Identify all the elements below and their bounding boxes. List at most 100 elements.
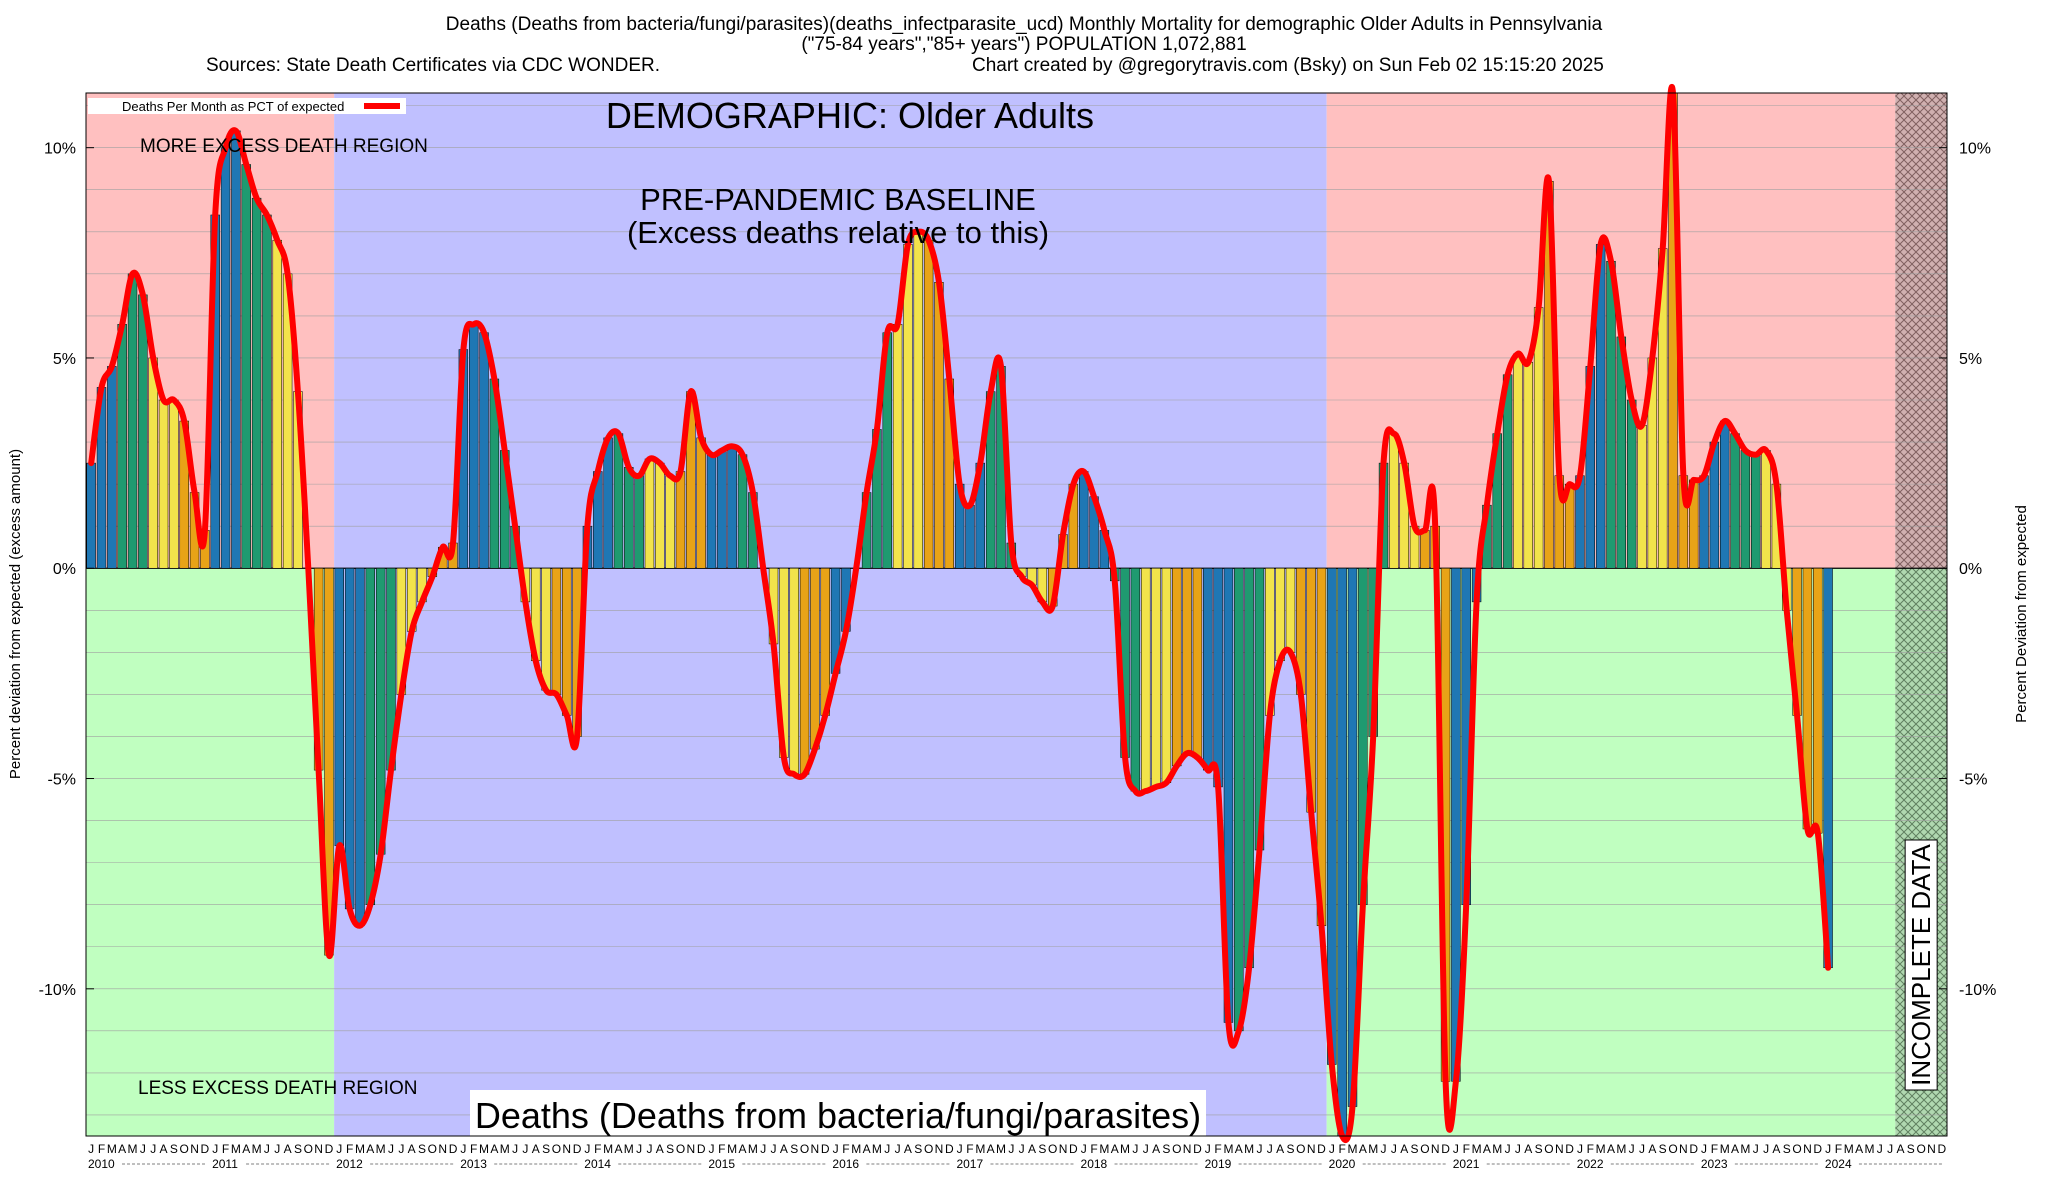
bar	[1524, 362, 1533, 568]
x-month-label: A	[242, 1142, 250, 1156]
bar	[480, 333, 489, 569]
x-month-label: J	[1329, 1142, 1335, 1156]
x-month-label: J	[1515, 1142, 1521, 1156]
bar	[624, 467, 633, 568]
x-month-label: D	[1813, 1142, 1822, 1156]
x-month-label: M	[975, 1142, 985, 1156]
x-year-label: 2019	[1205, 1157, 1232, 1171]
x-month-label: J	[274, 1142, 280, 1156]
bar	[1172, 568, 1181, 766]
x-month-label: J	[895, 1142, 901, 1156]
bar	[87, 463, 96, 568]
y-tick-label-left: -10%	[39, 982, 76, 999]
x-month-label: A	[1483, 1142, 1491, 1156]
bar	[149, 358, 158, 568]
x-month-label: O	[1544, 1142, 1553, 1156]
x-year-label: 2013	[460, 1157, 487, 1171]
bar	[128, 274, 137, 568]
x-month-label: A	[904, 1142, 912, 1156]
bar	[1762, 450, 1771, 568]
x-month-label: M	[376, 1142, 386, 1156]
x-month-label: M	[1720, 1142, 1730, 1156]
x-month-label: J	[1381, 1142, 1387, 1156]
x-month-label: A	[1235, 1142, 1243, 1156]
x-month-label: N	[438, 1142, 447, 1156]
x-month-label: O	[1668, 1142, 1677, 1156]
x-year-label: 2017	[956, 1157, 983, 1171]
x-month-label: A	[614, 1142, 622, 1156]
x-month-label: F	[966, 1142, 973, 1156]
x-month-label: A	[1648, 1142, 1656, 1156]
x-month-label: M	[128, 1142, 138, 1156]
chart-title: DEMOGRAPHIC: Older Adults	[606, 95, 1094, 136]
bar	[1079, 472, 1088, 569]
x-month-label: D	[1441, 1142, 1450, 1156]
x-month-label: D	[1689, 1142, 1698, 1156]
x-month-label: A	[1400, 1142, 1408, 1156]
x-month-label: J	[1081, 1142, 1087, 1156]
x-month-label: N	[1307, 1142, 1316, 1156]
x-month-label: A	[739, 1142, 747, 1156]
x-month-label: F	[594, 1142, 601, 1156]
x-month-label: J	[150, 1142, 156, 1156]
x-month-label: J	[1577, 1142, 1583, 1156]
x-month-label: O	[1296, 1142, 1305, 1156]
y-tick-label-left: 10%	[44, 141, 76, 158]
bar	[1420, 530, 1429, 568]
bar	[1152, 568, 1161, 787]
bar	[717, 450, 726, 568]
x-month-label: O	[304, 1142, 313, 1156]
x-month-label: A	[1772, 1142, 1780, 1156]
y-tick-label-left: 0%	[53, 561, 76, 578]
bar	[159, 400, 168, 568]
x-month-label: A	[1731, 1142, 1739, 1156]
x-month-label: D	[1937, 1142, 1946, 1156]
x-month-label: J	[1391, 1142, 1397, 1156]
x-month-label: M	[1368, 1142, 1378, 1156]
x-month-label: A	[1359, 1142, 1367, 1156]
x-month-label: M	[1348, 1142, 1358, 1156]
x-year-label: 2020	[1329, 1157, 1356, 1171]
x-year-label: 2012	[336, 1157, 363, 1171]
x-month-label: O	[1048, 1142, 1057, 1156]
x-month-label: M	[1492, 1142, 1502, 1156]
x-month-label: M	[872, 1142, 882, 1156]
x-month-label: M	[996, 1142, 1006, 1156]
x-month-label: O	[800, 1142, 809, 1156]
bar	[1627, 400, 1636, 568]
x-month-label: D	[449, 1142, 458, 1156]
less-excess-label: LESS EXCESS DEATH REGION	[138, 1078, 417, 1099]
legend: Deaths Per Month as PCT of expected	[88, 98, 406, 114]
bar	[1183, 568, 1192, 753]
bar	[335, 568, 344, 846]
x-month-label: A	[1111, 1142, 1119, 1156]
y-tick-label-right: -5%	[1959, 772, 1987, 789]
x-month-label: A	[1607, 1142, 1615, 1156]
incomplete-region-top	[1895, 93, 1947, 568]
bar	[1276, 568, 1285, 661]
x-month-label: J	[760, 1142, 766, 1156]
header-line-3-right: Chart created by @gregorytravis.com (Bsk…	[972, 55, 1604, 76]
x-month-label: F	[470, 1142, 477, 1156]
x-month-label: A	[656, 1142, 664, 1156]
x-month-label: J	[140, 1142, 146, 1156]
x-month-label: O	[428, 1142, 437, 1156]
incomplete-data-marker: INCOMPLETE DATA	[1905, 840, 1937, 1090]
x-month-label: J	[1453, 1142, 1459, 1156]
x-month-label: D	[1193, 1142, 1202, 1156]
bar	[242, 164, 251, 568]
bar	[810, 568, 819, 749]
legend-label: Deaths Per Month as PCT of expected	[122, 99, 344, 114]
x-month-label: S	[1659, 1142, 1667, 1156]
x-month-label: N	[1679, 1142, 1688, 1156]
x-month-label: F	[718, 1142, 725, 1156]
x-month-label: M	[500, 1142, 510, 1156]
x-month-label: D	[697, 1142, 706, 1156]
x-month-label: J	[388, 1142, 394, 1156]
bar	[1751, 455, 1760, 569]
bar	[107, 366, 116, 568]
x-month-label: J	[1143, 1142, 1149, 1156]
x-month-label: S	[1038, 1142, 1046, 1156]
x-month-label: S	[914, 1142, 922, 1156]
x-month-label: N	[1059, 1142, 1068, 1156]
